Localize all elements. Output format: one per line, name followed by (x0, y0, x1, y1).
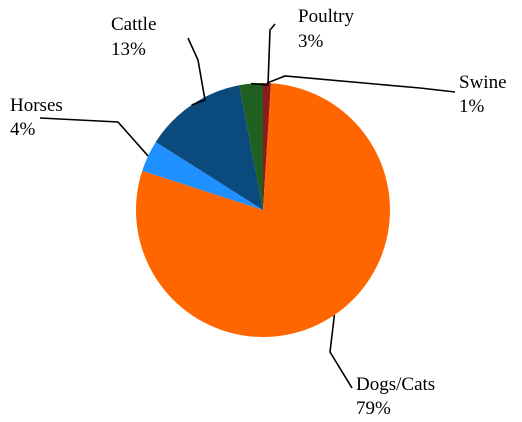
slice-dogs-cats (136, 83, 391, 337)
label-cattle: Cattle 13% (111, 14, 156, 60)
label-swine: Swine 1% (459, 72, 507, 117)
label-horses: Horses 4% (10, 95, 63, 140)
label-cattle-name: Cattle (111, 14, 156, 35)
leader-line-poultry (250, 23, 276, 86)
label-cattle-pct: 13% (111, 39, 146, 60)
label-horses-name: Horses (10, 95, 63, 116)
label-dogs-cats-pct: 79% (356, 398, 391, 419)
pie-slices (136, 83, 391, 337)
slice-poultry (239, 83, 263, 210)
slice-cattle (155, 85, 263, 210)
pie-leader-lines (39, 23, 456, 389)
label-dogs-cats-name: Dogs/Cats (356, 374, 435, 395)
label-swine-pct: 1% (459, 96, 485, 117)
slice-horses (142, 141, 263, 210)
leader-line-dogs-cats (329, 314, 353, 389)
label-poultry: Poultry 3% (298, 6, 354, 52)
label-poultry-name: Poultry (298, 6, 354, 27)
label-swine-name: Swine (459, 72, 507, 93)
slice-swine (263, 83, 271, 210)
leader-line-horses (39, 117, 149, 157)
label-horses-pct: 4% (10, 119, 36, 140)
leader-line-swine (266, 75, 456, 93)
label-dogs-cats: Dogs/Cats 79% (356, 374, 435, 419)
label-poultry-pct: 3% (298, 31, 324, 52)
leader-line-cattle (187, 37, 206, 106)
